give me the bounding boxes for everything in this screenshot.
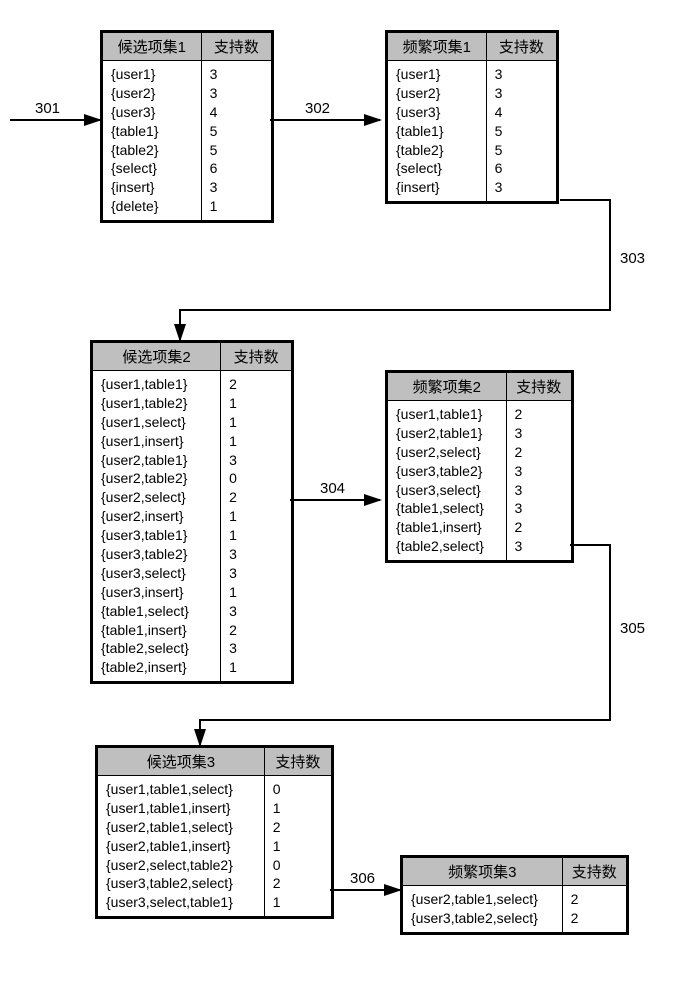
- header-support: 支持数: [562, 858, 626, 886]
- header-support: 支持数: [221, 343, 292, 371]
- header-items: 频繁项集3: [403, 858, 563, 886]
- cell-items: {user2,table1,select}{user3,table2,selec…: [403, 886, 563, 933]
- header-support: 支持数: [486, 33, 556, 61]
- cell-support: 01 21 02 1: [264, 776, 331, 917]
- header-support: 支持数: [506, 373, 572, 401]
- cell-items: {user1,table1}{user2,table1} {user2,sele…: [388, 401, 507, 561]
- label-301: 301: [35, 100, 60, 117]
- cell-support: 22: [562, 886, 626, 933]
- cell-items: {user1}{user2} {user3}{table1} {table2}{…: [388, 61, 487, 202]
- cell-items: {user1,table1,select}{user1,table1,inser…: [98, 776, 265, 917]
- label-305: 305: [620, 620, 645, 637]
- header-items: 频繁项集2: [388, 373, 507, 401]
- cell-support: 33 45 56 3: [486, 61, 556, 202]
- label-303: 303: [620, 250, 645, 267]
- header-items: 候选项集3: [98, 748, 265, 776]
- header-support: 支持数: [201, 33, 271, 61]
- header-items: 候选项集2: [93, 343, 221, 371]
- cell-items: {user1}{user2} {user3}{table1} {table2}{…: [103, 61, 202, 221]
- table-frequent-1: 频繁项集1 支持数 {user1}{user2} {user3}{table1}…: [385, 30, 559, 204]
- cell-support: 21 11 30 21 13 31 32 31: [221, 371, 292, 682]
- table-frequent-3: 频繁项集3 支持数 {user2,table1,select}{user3,ta…: [400, 855, 629, 935]
- header-support: 支持数: [264, 748, 331, 776]
- header-items: 候选项集1: [103, 33, 202, 61]
- table-frequent-2: 频繁项集2 支持数 {user1,table1}{user2,table1} {…: [385, 370, 574, 563]
- label-304: 304: [320, 480, 345, 497]
- label-302: 302: [305, 100, 330, 117]
- table-candidate-1: 候选项集1 支持数 {user1}{user2} {user3}{table1}…: [100, 30, 274, 223]
- table-candidate-2: 候选项集2 支持数 {user1,table1}{user1,table2} {…: [90, 340, 294, 684]
- table-candidate-3: 候选项集3 支持数 {user1,table1,select}{user1,ta…: [95, 745, 334, 919]
- cell-support: 33 45 56 31: [201, 61, 271, 221]
- cell-items: {user1,table1}{user1,table2} {user1,sele…: [93, 371, 221, 682]
- cell-support: 23 23 33 23: [506, 401, 572, 561]
- header-items: 频繁项集1: [388, 33, 487, 61]
- label-306: 306: [350, 870, 375, 887]
